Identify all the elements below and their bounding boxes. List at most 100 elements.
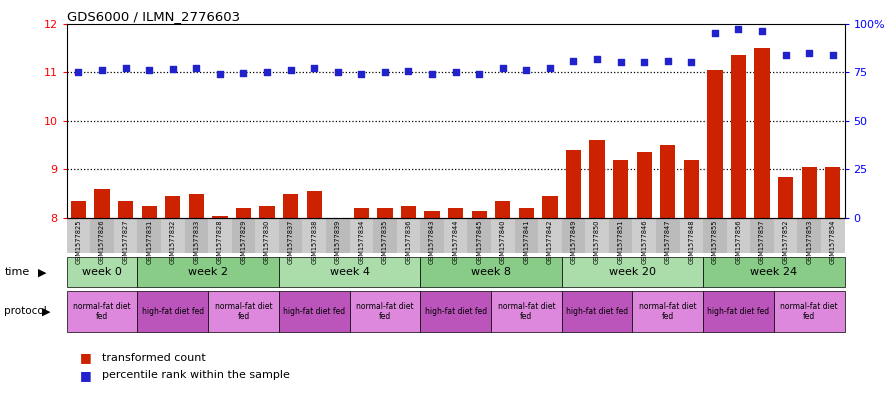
Text: GSM1577851: GSM1577851 <box>618 219 623 264</box>
Text: transformed count: transformed count <box>102 353 206 363</box>
Point <box>449 69 463 75</box>
Text: GSM1577835: GSM1577835 <box>382 219 388 264</box>
Bar <box>731 55 746 218</box>
Text: time: time <box>4 267 29 277</box>
Point <box>118 65 132 72</box>
Bar <box>679 218 703 253</box>
Text: GSM1577839: GSM1577839 <box>335 219 340 264</box>
Point <box>519 67 533 73</box>
Bar <box>562 291 632 332</box>
Bar <box>778 177 793 218</box>
Text: normal-fat diet
fed: normal-fat diet fed <box>73 302 131 321</box>
Bar <box>118 201 133 218</box>
Bar <box>565 150 581 218</box>
Point <box>189 65 204 72</box>
Text: high-fat diet fed: high-fat diet fed <box>425 307 486 316</box>
Text: high-fat diet fed: high-fat diet fed <box>283 307 345 316</box>
Text: GSM1577840: GSM1577840 <box>500 219 506 264</box>
Bar <box>260 206 275 218</box>
Bar <box>656 218 679 253</box>
Text: GSM1577855: GSM1577855 <box>712 219 718 264</box>
Bar <box>377 208 393 218</box>
Point <box>378 69 392 75</box>
Bar <box>208 291 279 332</box>
Bar <box>538 218 562 253</box>
Bar <box>161 218 185 253</box>
Point <box>165 66 180 72</box>
Point <box>637 59 652 66</box>
Text: week 2: week 2 <box>188 267 228 277</box>
Point <box>142 67 156 73</box>
Text: week 8: week 8 <box>471 267 511 277</box>
Text: ■: ■ <box>80 369 92 382</box>
Bar <box>773 218 797 253</box>
Text: ▶: ▶ <box>42 307 51 316</box>
Bar <box>279 257 420 287</box>
Text: GSM1577829: GSM1577829 <box>240 219 246 264</box>
Text: GSM1577841: GSM1577841 <box>524 219 529 264</box>
Bar <box>661 145 676 218</box>
Bar <box>185 218 208 253</box>
Text: high-fat diet fed: high-fat diet fed <box>708 307 770 316</box>
Point <box>661 57 675 64</box>
Bar <box>67 291 138 332</box>
Text: GSM1577828: GSM1577828 <box>217 219 223 264</box>
Bar <box>802 167 817 218</box>
Bar <box>255 218 279 253</box>
Text: ▶: ▶ <box>38 267 47 277</box>
Point <box>95 67 109 73</box>
Bar <box>401 206 416 218</box>
Bar <box>71 201 86 218</box>
Text: GSM1577857: GSM1577857 <box>759 219 765 264</box>
Point <box>590 55 605 62</box>
Bar <box>825 167 840 218</box>
Text: GSM1577826: GSM1577826 <box>99 219 105 264</box>
Text: GSM1577844: GSM1577844 <box>453 219 459 264</box>
Text: normal-fat diet
fed: normal-fat diet fed <box>781 302 838 321</box>
Text: GSM1577825: GSM1577825 <box>76 219 82 264</box>
Bar <box>518 208 534 218</box>
Text: GSM1577854: GSM1577854 <box>829 219 836 264</box>
Text: GSM1577847: GSM1577847 <box>665 219 671 264</box>
Bar <box>354 208 369 218</box>
Bar <box>632 291 703 332</box>
Bar <box>307 191 322 218</box>
Bar <box>212 216 228 218</box>
Point <box>732 26 746 33</box>
Bar <box>637 152 652 218</box>
Bar <box>420 257 562 287</box>
Point <box>826 51 840 58</box>
Bar <box>703 257 845 287</box>
Text: GSM1577848: GSM1577848 <box>688 219 694 264</box>
Point <box>543 65 557 72</box>
Point <box>802 50 816 56</box>
Bar <box>797 218 821 253</box>
Text: GSM1577830: GSM1577830 <box>264 219 270 264</box>
Point <box>236 70 251 76</box>
Bar <box>326 218 349 253</box>
Bar <box>138 257 279 287</box>
Text: GSM1577856: GSM1577856 <box>735 219 741 264</box>
Text: high-fat diet fed: high-fat diet fed <box>566 307 629 316</box>
Bar <box>138 291 208 332</box>
Bar <box>349 218 373 253</box>
Bar <box>562 218 585 253</box>
Bar <box>585 218 609 253</box>
Bar <box>542 196 557 218</box>
Bar <box>424 211 440 218</box>
Text: GSM1577838: GSM1577838 <box>311 219 317 264</box>
Point <box>496 65 510 72</box>
Bar <box>491 218 515 253</box>
Text: week 0: week 0 <box>82 267 122 277</box>
Point <box>331 69 345 75</box>
Text: GSM1577832: GSM1577832 <box>170 219 176 264</box>
Text: GSM1577846: GSM1577846 <box>641 219 647 264</box>
Point <box>401 68 415 74</box>
Bar <box>448 208 463 218</box>
Bar <box>302 218 326 253</box>
Text: GDS6000 / ILMN_2776603: GDS6000 / ILMN_2776603 <box>67 10 240 23</box>
Bar <box>750 218 773 253</box>
Point <box>755 28 769 35</box>
Text: GSM1577852: GSM1577852 <box>782 219 789 264</box>
Bar <box>91 218 114 253</box>
